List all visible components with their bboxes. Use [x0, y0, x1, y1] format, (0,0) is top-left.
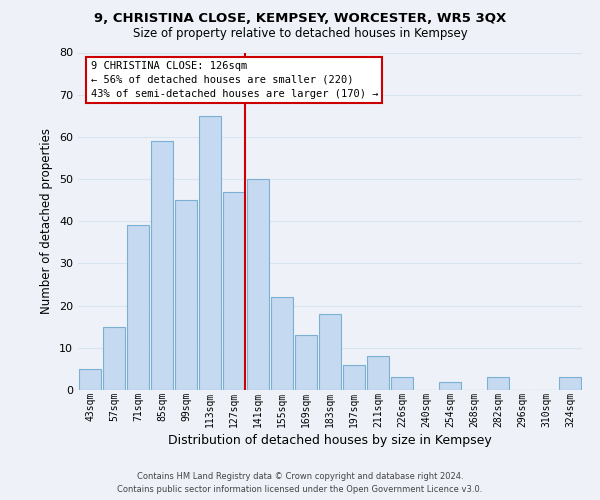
- Bar: [295, 335, 317, 390]
- Text: 9, CHRISTINA CLOSE, KEMPSEY, WORCESTER, WR5 3QX: 9, CHRISTINA CLOSE, KEMPSEY, WORCESTER, …: [94, 12, 506, 26]
- Bar: [391, 378, 413, 390]
- Text: Size of property relative to detached houses in Kempsey: Size of property relative to detached ho…: [133, 28, 467, 40]
- Bar: [199, 116, 221, 390]
- Bar: [151, 141, 173, 390]
- Bar: [79, 369, 101, 390]
- Bar: [559, 378, 581, 390]
- Bar: [223, 192, 245, 390]
- Bar: [367, 356, 389, 390]
- Bar: [127, 226, 149, 390]
- Text: 9 CHRISTINA CLOSE: 126sqm
← 56% of detached houses are smaller (220)
43% of semi: 9 CHRISTINA CLOSE: 126sqm ← 56% of detac…: [91, 61, 378, 99]
- X-axis label: Distribution of detached houses by size in Kempsey: Distribution of detached houses by size …: [168, 434, 492, 446]
- Bar: [439, 382, 461, 390]
- Bar: [175, 200, 197, 390]
- Bar: [103, 326, 125, 390]
- Text: Contains HM Land Registry data © Crown copyright and database right 2024.
Contai: Contains HM Land Registry data © Crown c…: [118, 472, 482, 494]
- Bar: [343, 364, 365, 390]
- Y-axis label: Number of detached properties: Number of detached properties: [40, 128, 53, 314]
- Bar: [319, 314, 341, 390]
- Bar: [487, 378, 509, 390]
- Bar: [271, 297, 293, 390]
- Bar: [247, 179, 269, 390]
